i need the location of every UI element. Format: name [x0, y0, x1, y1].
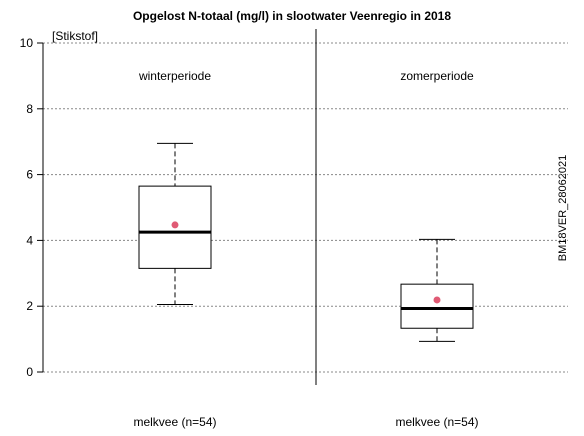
chart-title: Opgelost N-totaal (mg/l) in slootwater V… — [133, 9, 451, 23]
panels: winterperiode melkvee (n=54) zomerperiode m… — [133, 69, 478, 429]
y-tick-label: 2 — [26, 299, 33, 313]
panel-winter: winterperiode melkvee (n=54) — [133, 69, 216, 429]
category-label: melkvee (n=54) — [395, 415, 478, 429]
y-tick-label: 8 — [26, 102, 33, 116]
y-tick-label: 6 — [26, 168, 33, 182]
panel-summer: zomerperiode melkvee (n=54) — [395, 69, 478, 429]
mean-marker — [433, 296, 441, 304]
panel-label: winterperiode — [138, 69, 211, 83]
category-label: melkvee (n=54) — [133, 415, 216, 429]
y-tick-label: 4 — [26, 233, 33, 247]
y-tick-label: 10 — [20, 36, 34, 50]
panel-label: zomerperiode — [400, 69, 474, 83]
y-tick-label: 0 — [26, 365, 33, 379]
unit-label: [Stikstof] — [52, 29, 98, 43]
iqr-box — [400, 283, 474, 329]
gridlines — [43, 42, 568, 373]
side-label: BM18VER_28062021 — [557, 155, 569, 261]
mean-marker — [171, 221, 179, 229]
y-axis: 0 2 4 6 8 10 — [20, 36, 44, 379]
